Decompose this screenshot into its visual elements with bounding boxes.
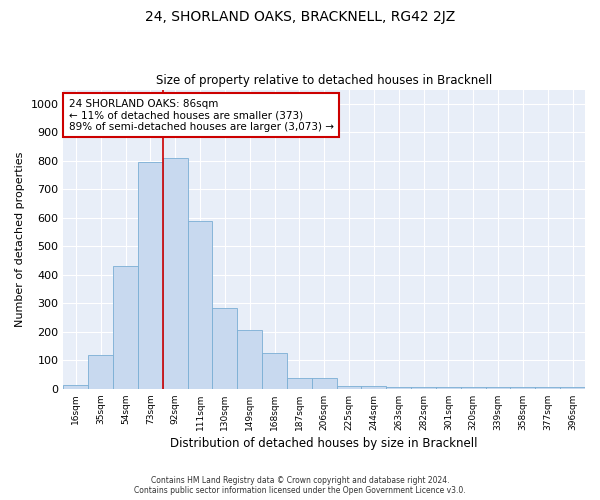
Bar <box>461 388 485 389</box>
Bar <box>560 387 585 389</box>
Y-axis label: Number of detached properties: Number of detached properties <box>15 152 25 327</box>
Bar <box>237 330 262 389</box>
Bar <box>436 388 461 389</box>
X-axis label: Distribution of detached houses by size in Bracknell: Distribution of detached houses by size … <box>170 437 478 450</box>
Bar <box>386 388 411 389</box>
Text: 24, SHORLAND OAKS, BRACKNELL, RG42 2JZ: 24, SHORLAND OAKS, BRACKNELL, RG42 2JZ <box>145 10 455 24</box>
Bar <box>113 266 138 389</box>
Text: 24 SHORLAND OAKS: 86sqm
← 11% of detached houses are smaller (373)
89% of semi-d: 24 SHORLAND OAKS: 86sqm ← 11% of detache… <box>68 98 334 132</box>
Bar <box>337 386 361 389</box>
Bar <box>361 386 386 389</box>
Bar <box>163 158 188 389</box>
Bar <box>485 388 511 389</box>
Bar <box>212 308 237 389</box>
Bar <box>287 378 312 389</box>
Bar <box>138 162 163 389</box>
Text: Contains HM Land Registry data © Crown copyright and database right 2024.
Contai: Contains HM Land Registry data © Crown c… <box>134 476 466 495</box>
Bar <box>64 384 88 389</box>
Bar <box>411 388 436 389</box>
Bar <box>188 220 212 389</box>
Bar <box>535 388 560 389</box>
Bar <box>312 378 337 389</box>
Bar <box>262 353 287 389</box>
Title: Size of property relative to detached houses in Bracknell: Size of property relative to detached ho… <box>156 74 493 87</box>
Bar <box>511 388 535 389</box>
Bar <box>88 354 113 389</box>
